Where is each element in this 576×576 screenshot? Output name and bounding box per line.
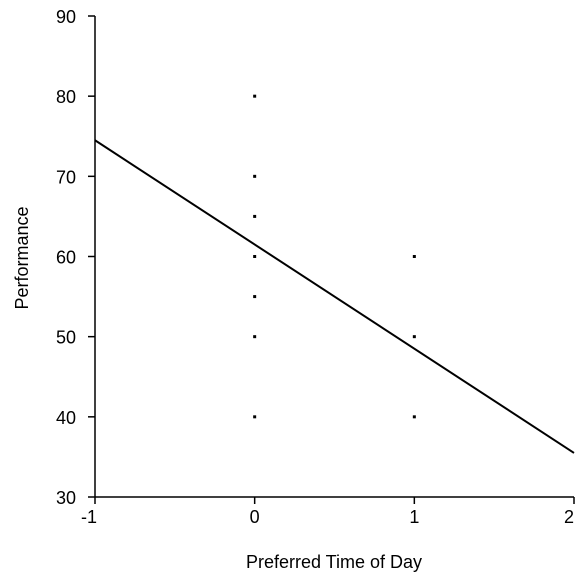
data-point bbox=[412, 255, 416, 258]
y-tick-label: 80 bbox=[56, 87, 76, 107]
y-tick-label: 90 bbox=[56, 7, 76, 27]
y-axis-title: Performance bbox=[12, 206, 32, 309]
data-point bbox=[253, 174, 257, 178]
x-tick-label: -1 bbox=[81, 507, 97, 527]
data-point bbox=[253, 94, 257, 98]
plot-area: 30 40 50 60 70 80 90 -1 0 1 2 bbox=[56, 7, 575, 527]
data-point bbox=[253, 415, 257, 419]
y-tick-label: 60 bbox=[56, 248, 76, 268]
y-tick-label: 30 bbox=[56, 488, 76, 508]
y-tick-label: 70 bbox=[56, 167, 76, 187]
x-axis-title: Preferred Time of Day bbox=[246, 552, 422, 572]
data-point bbox=[253, 295, 257, 299]
regression-line bbox=[94, 139, 575, 454]
data-point bbox=[253, 335, 257, 339]
x-tick-label: 1 bbox=[409, 507, 419, 527]
data-point bbox=[412, 335, 416, 339]
y-tick-label: 40 bbox=[56, 408, 76, 428]
data-point bbox=[253, 255, 257, 258]
data-point bbox=[412, 415, 416, 419]
x-tick-label: 2 bbox=[564, 507, 574, 527]
y-tick-label: 50 bbox=[56, 328, 76, 348]
x-tick-label: 0 bbox=[250, 507, 260, 527]
data-point bbox=[253, 214, 257, 218]
